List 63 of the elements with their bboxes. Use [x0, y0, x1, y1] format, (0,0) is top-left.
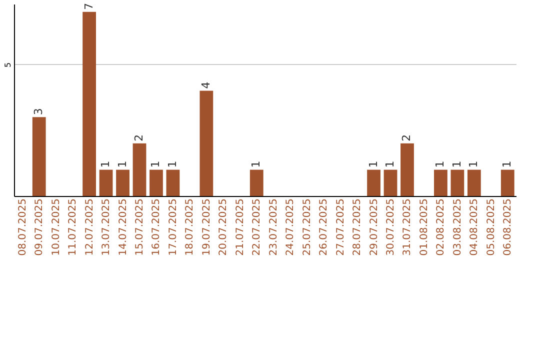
x-tick-label: 10.07.2025: [50, 198, 62, 256]
x-tick-label: 08.07.2025: [17, 198, 28, 256]
x-tick-label: 24.07.2025: [285, 198, 296, 256]
bar: [166, 170, 180, 196]
bar: [150, 170, 163, 196]
data-label: 1: [366, 160, 380, 168]
data-label: 1: [116, 160, 129, 168]
bar: [384, 170, 398, 196]
bar: [132, 143, 146, 196]
bar: [250, 170, 264, 196]
x-tick-label: 01.08.2025: [418, 198, 430, 256]
x-tick-label: 16.07.2025: [151, 198, 162, 256]
bar: [500, 170, 514, 196]
x-tick-label: 05.08.2025: [486, 198, 497, 256]
x-tick-label: 26.07.2025: [318, 198, 330, 256]
x-tick-label: 31.07.2025: [402, 198, 414, 256]
data-label: 1: [250, 160, 263, 168]
bar: [32, 117, 46, 196]
data-label: 1: [384, 160, 396, 168]
x-tick-label: 28.07.2025: [352, 198, 364, 256]
x-tick-label: 11.07.2025: [68, 198, 79, 256]
x-tick-label: 19.07.2025: [201, 198, 212, 256]
data-label: 1: [149, 160, 162, 168]
x-tick-label: 22.07.2025: [252, 198, 263, 256]
x-tick-label: 23.07.2025: [268, 198, 280, 256]
bar: [450, 170, 464, 196]
x-tick-label: 27.07.2025: [335, 198, 346, 256]
x-tick-label: 20.07.2025: [218, 198, 230, 256]
bar: [82, 12, 96, 196]
x-tick-label: 02.08.2025: [436, 198, 447, 256]
x-tick-label: 12.07.2025: [84, 198, 96, 256]
x-tick-label: 06.08.2025: [502, 198, 514, 256]
bar: [116, 170, 130, 196]
bar: [367, 170, 380, 196]
data-label: 1: [99, 160, 112, 168]
x-tick-label: 29.07.2025: [368, 198, 380, 256]
bar: [434, 170, 448, 196]
data-label: 7: [82, 2, 96, 10]
bar: [200, 90, 214, 196]
x-tick-label: 13.07.2025: [101, 198, 112, 256]
data-label: 1: [450, 160, 464, 168]
x-tick-label: 30.07.2025: [386, 198, 396, 256]
data-label: 1: [434, 160, 447, 168]
x-tick-label: 04.08.2025: [469, 198, 480, 256]
data-label: 1: [500, 160, 514, 168]
data-label: 1: [166, 160, 179, 168]
data-label: 1: [467, 160, 480, 168]
bar: [99, 170, 113, 196]
x-tick-label: 21.07.2025: [234, 198, 246, 256]
x-tick-label: 17.07.2025: [168, 198, 179, 256]
x-tick-label: 03.08.2025: [452, 198, 464, 256]
x-tick-label: 15.07.2025: [134, 198, 146, 256]
bar: [400, 143, 414, 196]
x-tick-label: 25.07.2025: [302, 198, 313, 256]
data-label: 3: [32, 108, 46, 116]
y-tick-label: 5: [4, 62, 12, 68]
x-tick-label: 18.07.2025: [184, 198, 196, 256]
x-tick-label: 14.07.2025: [118, 198, 129, 256]
data-label: 4: [199, 82, 212, 89]
x-tick-label: 09.07.2025: [34, 198, 46, 256]
bar: [467, 170, 481, 196]
data-label: 2: [400, 134, 414, 142]
data-label: 2: [132, 134, 146, 142]
